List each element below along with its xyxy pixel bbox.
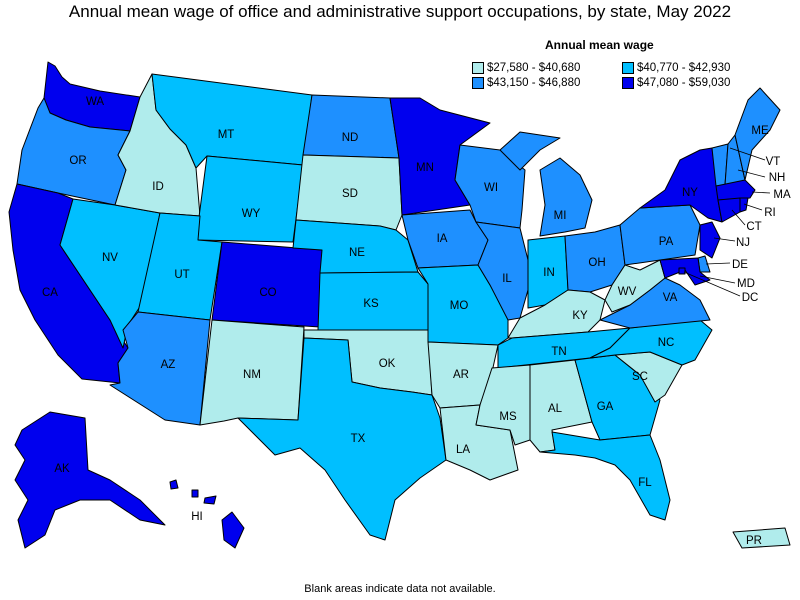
legend-item-bin-1: $40,770 - $42,930 — [622, 62, 730, 74]
state-label-ar: AR — [453, 369, 469, 381]
state-label-ca: CA — [42, 287, 58, 299]
state-label-co: CO — [259, 287, 276, 299]
map-title: Annual mean wage of office and administr… — [68, 2, 732, 21]
state-label-wi: WI — [484, 182, 498, 194]
state-label-wy: WY — [242, 208, 261, 220]
state-label-pa: PA — [659, 236, 674, 248]
state-md[interactable] — [659, 257, 711, 286]
state-label-mt: MT — [218, 129, 235, 141]
legend-swatch-bin-2 — [472, 77, 484, 89]
state-label-ia: IA — [437, 233, 448, 245]
state-label-la: LA — [456, 444, 470, 456]
state-label-nc: NC — [658, 337, 675, 349]
state-co[interactable] — [211, 241, 323, 328]
state-nj[interactable] — [699, 221, 721, 259]
state-label-al: AL — [548, 403, 563, 415]
state-label-sc: SC — [632, 371, 648, 383]
state-label-az: AZ — [161, 359, 176, 371]
state-label-de: DE — [732, 259, 748, 271]
state-nd[interactable] — [302, 94, 400, 159]
legend-label-bin-1: $40,770 - $42,930 — [637, 62, 731, 74]
state-label-ct: CT — [746, 221, 761, 233]
state-ak[interactable] — [14, 411, 166, 549]
state-hi[interactable] — [169, 479, 245, 549]
state-label-ms: MS — [499, 411, 517, 423]
state-label-tx: TX — [351, 433, 366, 445]
state-label-ma: MA — [773, 189, 791, 201]
leader-line-vt — [729, 147, 766, 161]
state-ct[interactable] — [717, 197, 741, 223]
state-label-nv: NV — [102, 252, 118, 264]
legend-item-bin-3: $47,080 - $59,030 — [622, 77, 730, 89]
state-pa[interactable] — [619, 204, 701, 266]
footnote: Blank areas indicate data not available. — [304, 583, 496, 595]
state-label-sd: SD — [342, 188, 358, 200]
leader-line-ct — [731, 209, 746, 226]
state-label-mo: MO — [450, 300, 469, 312]
state-label-ky: KY — [572, 310, 588, 322]
legend-label-bin-3: $47,080 - $59,030 — [637, 77, 731, 89]
state-ri[interactable] — [739, 197, 749, 213]
state-label-nm: NM — [243, 369, 261, 381]
state-label-oh: OH — [588, 257, 605, 269]
legend-title: Annual mean wage — [545, 38, 654, 52]
leader-line-nh — [737, 169, 766, 178]
state-label-in: IN — [543, 267, 555, 279]
state-label-ne: NE — [349, 247, 365, 259]
leader-line-md — [699, 275, 736, 284]
state-label-me: ME — [751, 125, 769, 137]
state-me[interactable] — [734, 87, 781, 181]
state-fl[interactable] — [539, 431, 671, 521]
state-ma[interactable] — [715, 179, 756, 201]
state-label-pr: PR — [746, 535, 762, 547]
state-label-nh: NH — [769, 172, 786, 184]
state-wy[interactable] — [195, 155, 304, 243]
state-label-wa: WA — [86, 96, 104, 108]
state-label-ok: OK — [379, 358, 396, 370]
state-label-or: OR — [69, 155, 86, 167]
state-label-ga: GA — [597, 401, 614, 413]
leader-line-de — [705, 262, 731, 265]
state-label-hi: HI — [191, 511, 203, 523]
state-label-ri: RI — [764, 207, 776, 219]
state-label-tn: TN — [551, 346, 566, 358]
legend-label-bin-0: $27,580 - $40,680 — [487, 62, 581, 74]
state-label-nd: ND — [342, 132, 359, 144]
legend-swatch-bin-0 — [472, 62, 484, 74]
state-label-dc: DC — [742, 292, 759, 304]
state-label-mn: MN — [416, 162, 434, 174]
state-label-nj: NJ — [736, 237, 750, 249]
state-pr[interactable] — [732, 527, 791, 549]
state-label-va: VA — [663, 292, 678, 304]
state-label-ny: NY — [682, 187, 698, 199]
state-mi[interactable] — [499, 131, 593, 237]
leader-line-ri — [743, 203, 763, 211]
state-label-mi: MI — [554, 210, 567, 222]
state-label-vt: VT — [766, 156, 781, 168]
state-dc[interactable] — [678, 267, 686, 275]
legend-swatch-bin-3 — [622, 77, 634, 89]
leader-line-nj — [713, 237, 736, 242]
state-label-md: MD — [737, 278, 755, 290]
leader-line-ma — [751, 191, 771, 194]
state-label-fl: FL — [638, 477, 652, 489]
state-label-wv: WV — [618, 286, 637, 298]
legend-item-bin-0: $27,580 - $40,680 — [472, 62, 580, 74]
state-tx[interactable] — [237, 337, 447, 541]
state-label-id: ID — [152, 181, 164, 193]
state-label-il: IL — [502, 273, 512, 285]
state-label-ak: AK — [54, 463, 70, 475]
state-az[interactable] — [109, 311, 211, 426]
legend-item-bin-2: $43,150 - $46,880 — [472, 77, 580, 89]
state-il[interactable] — [475, 221, 529, 321]
state-label-ks: KS — [363, 298, 379, 310]
state-label-ut: UT — [174, 269, 189, 281]
legend-swatch-bin-1 — [622, 62, 634, 74]
leader-line-dc — [683, 271, 741, 297]
legend-label-bin-2: $43,150 - $46,880 — [487, 77, 581, 89]
